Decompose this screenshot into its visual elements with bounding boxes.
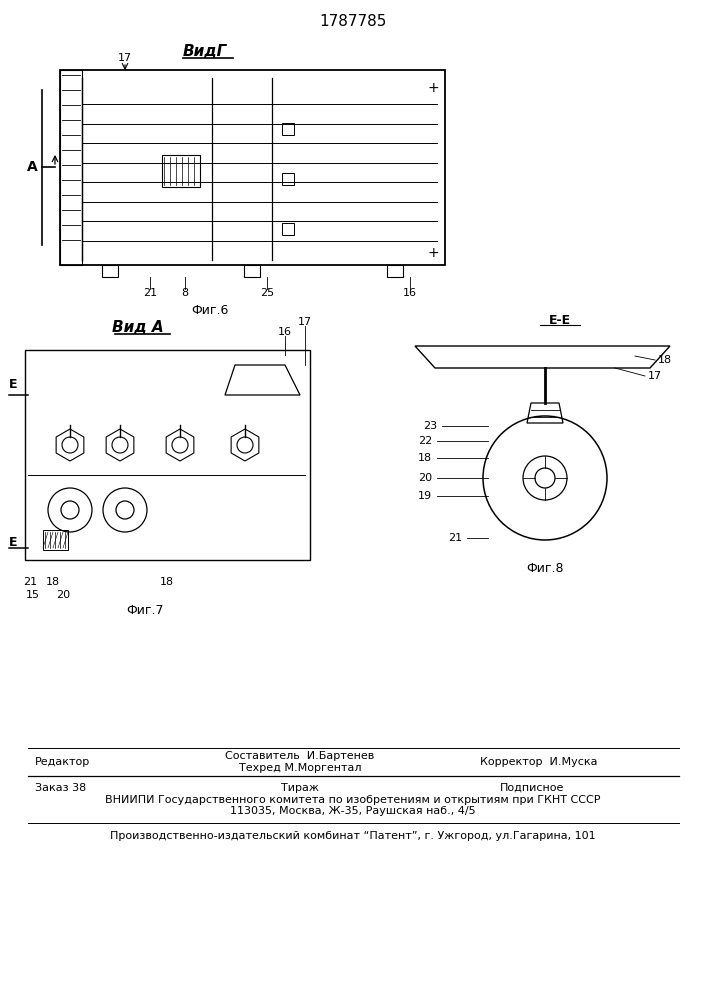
Text: Редактор: Редактор xyxy=(35,757,90,767)
Text: 20: 20 xyxy=(418,473,432,483)
Text: E: E xyxy=(8,536,17,548)
Text: 15: 15 xyxy=(26,590,40,600)
Bar xyxy=(387,265,403,277)
Text: 17: 17 xyxy=(118,53,132,63)
Text: 21: 21 xyxy=(448,533,462,543)
Text: 23: 23 xyxy=(423,421,437,431)
Text: E: E xyxy=(8,378,17,391)
Bar xyxy=(60,70,82,265)
Text: 113035, Москва, Ж-35, Раушская наб., 4/5: 113035, Москва, Ж-35, Раушская наб., 4/5 xyxy=(230,806,476,816)
Text: ВНИИПИ Государственного комитета по изобретениям и открытиям при ГКНТ СССР: ВНИИПИ Государственного комитета по изоб… xyxy=(105,795,601,805)
Text: 16: 16 xyxy=(278,327,292,337)
Bar xyxy=(244,265,260,277)
Text: Фиг.7: Фиг.7 xyxy=(127,603,164,616)
Bar xyxy=(282,223,294,235)
Text: 17: 17 xyxy=(648,371,662,381)
Text: E-E: E-E xyxy=(549,314,571,326)
Text: Производственно-издательский комбинат “Патент”, г. Ужгород, ул.Гагарина, 101: Производственно-издательский комбинат “П… xyxy=(110,831,596,841)
Text: 18: 18 xyxy=(160,577,174,587)
Text: Вид А: Вид А xyxy=(112,320,164,336)
Text: 21: 21 xyxy=(143,288,157,298)
Text: 21: 21 xyxy=(23,577,37,587)
Bar xyxy=(25,350,310,560)
Bar xyxy=(102,265,118,277)
Text: 8: 8 xyxy=(182,288,189,298)
Text: 17: 17 xyxy=(298,317,312,327)
Text: 22: 22 xyxy=(418,436,432,446)
Text: A: A xyxy=(27,160,37,174)
Text: Составитель  И.Бартенев: Составитель И.Бартенев xyxy=(226,751,375,761)
Text: Корректор  И.Муска: Корректор И.Муска xyxy=(480,757,597,767)
Bar xyxy=(43,530,68,550)
Text: +: + xyxy=(427,246,439,260)
Text: 16: 16 xyxy=(403,288,417,298)
Text: +: + xyxy=(427,81,439,95)
Text: Заказ 38: Заказ 38 xyxy=(35,783,86,793)
Text: Подписное: Подписное xyxy=(500,783,564,793)
Text: 20: 20 xyxy=(56,590,70,600)
Text: 25: 25 xyxy=(260,288,274,298)
Text: Техред М.Моргентал: Техред М.Моргентал xyxy=(239,763,361,773)
Text: 1787785: 1787785 xyxy=(320,14,387,29)
Bar xyxy=(60,70,445,265)
Text: ВидГ: ВидГ xyxy=(183,44,227,60)
Text: 18: 18 xyxy=(46,577,60,587)
Text: Тираж: Тираж xyxy=(281,783,319,793)
Text: 18: 18 xyxy=(418,453,432,463)
Bar xyxy=(282,123,294,135)
Text: 19: 19 xyxy=(418,491,432,501)
Text: 18: 18 xyxy=(658,355,672,365)
Bar xyxy=(282,173,294,185)
Bar xyxy=(162,155,200,187)
Text: Фиг.6: Фиг.6 xyxy=(192,304,228,316)
Text: Фиг.8: Фиг.8 xyxy=(526,562,563,574)
